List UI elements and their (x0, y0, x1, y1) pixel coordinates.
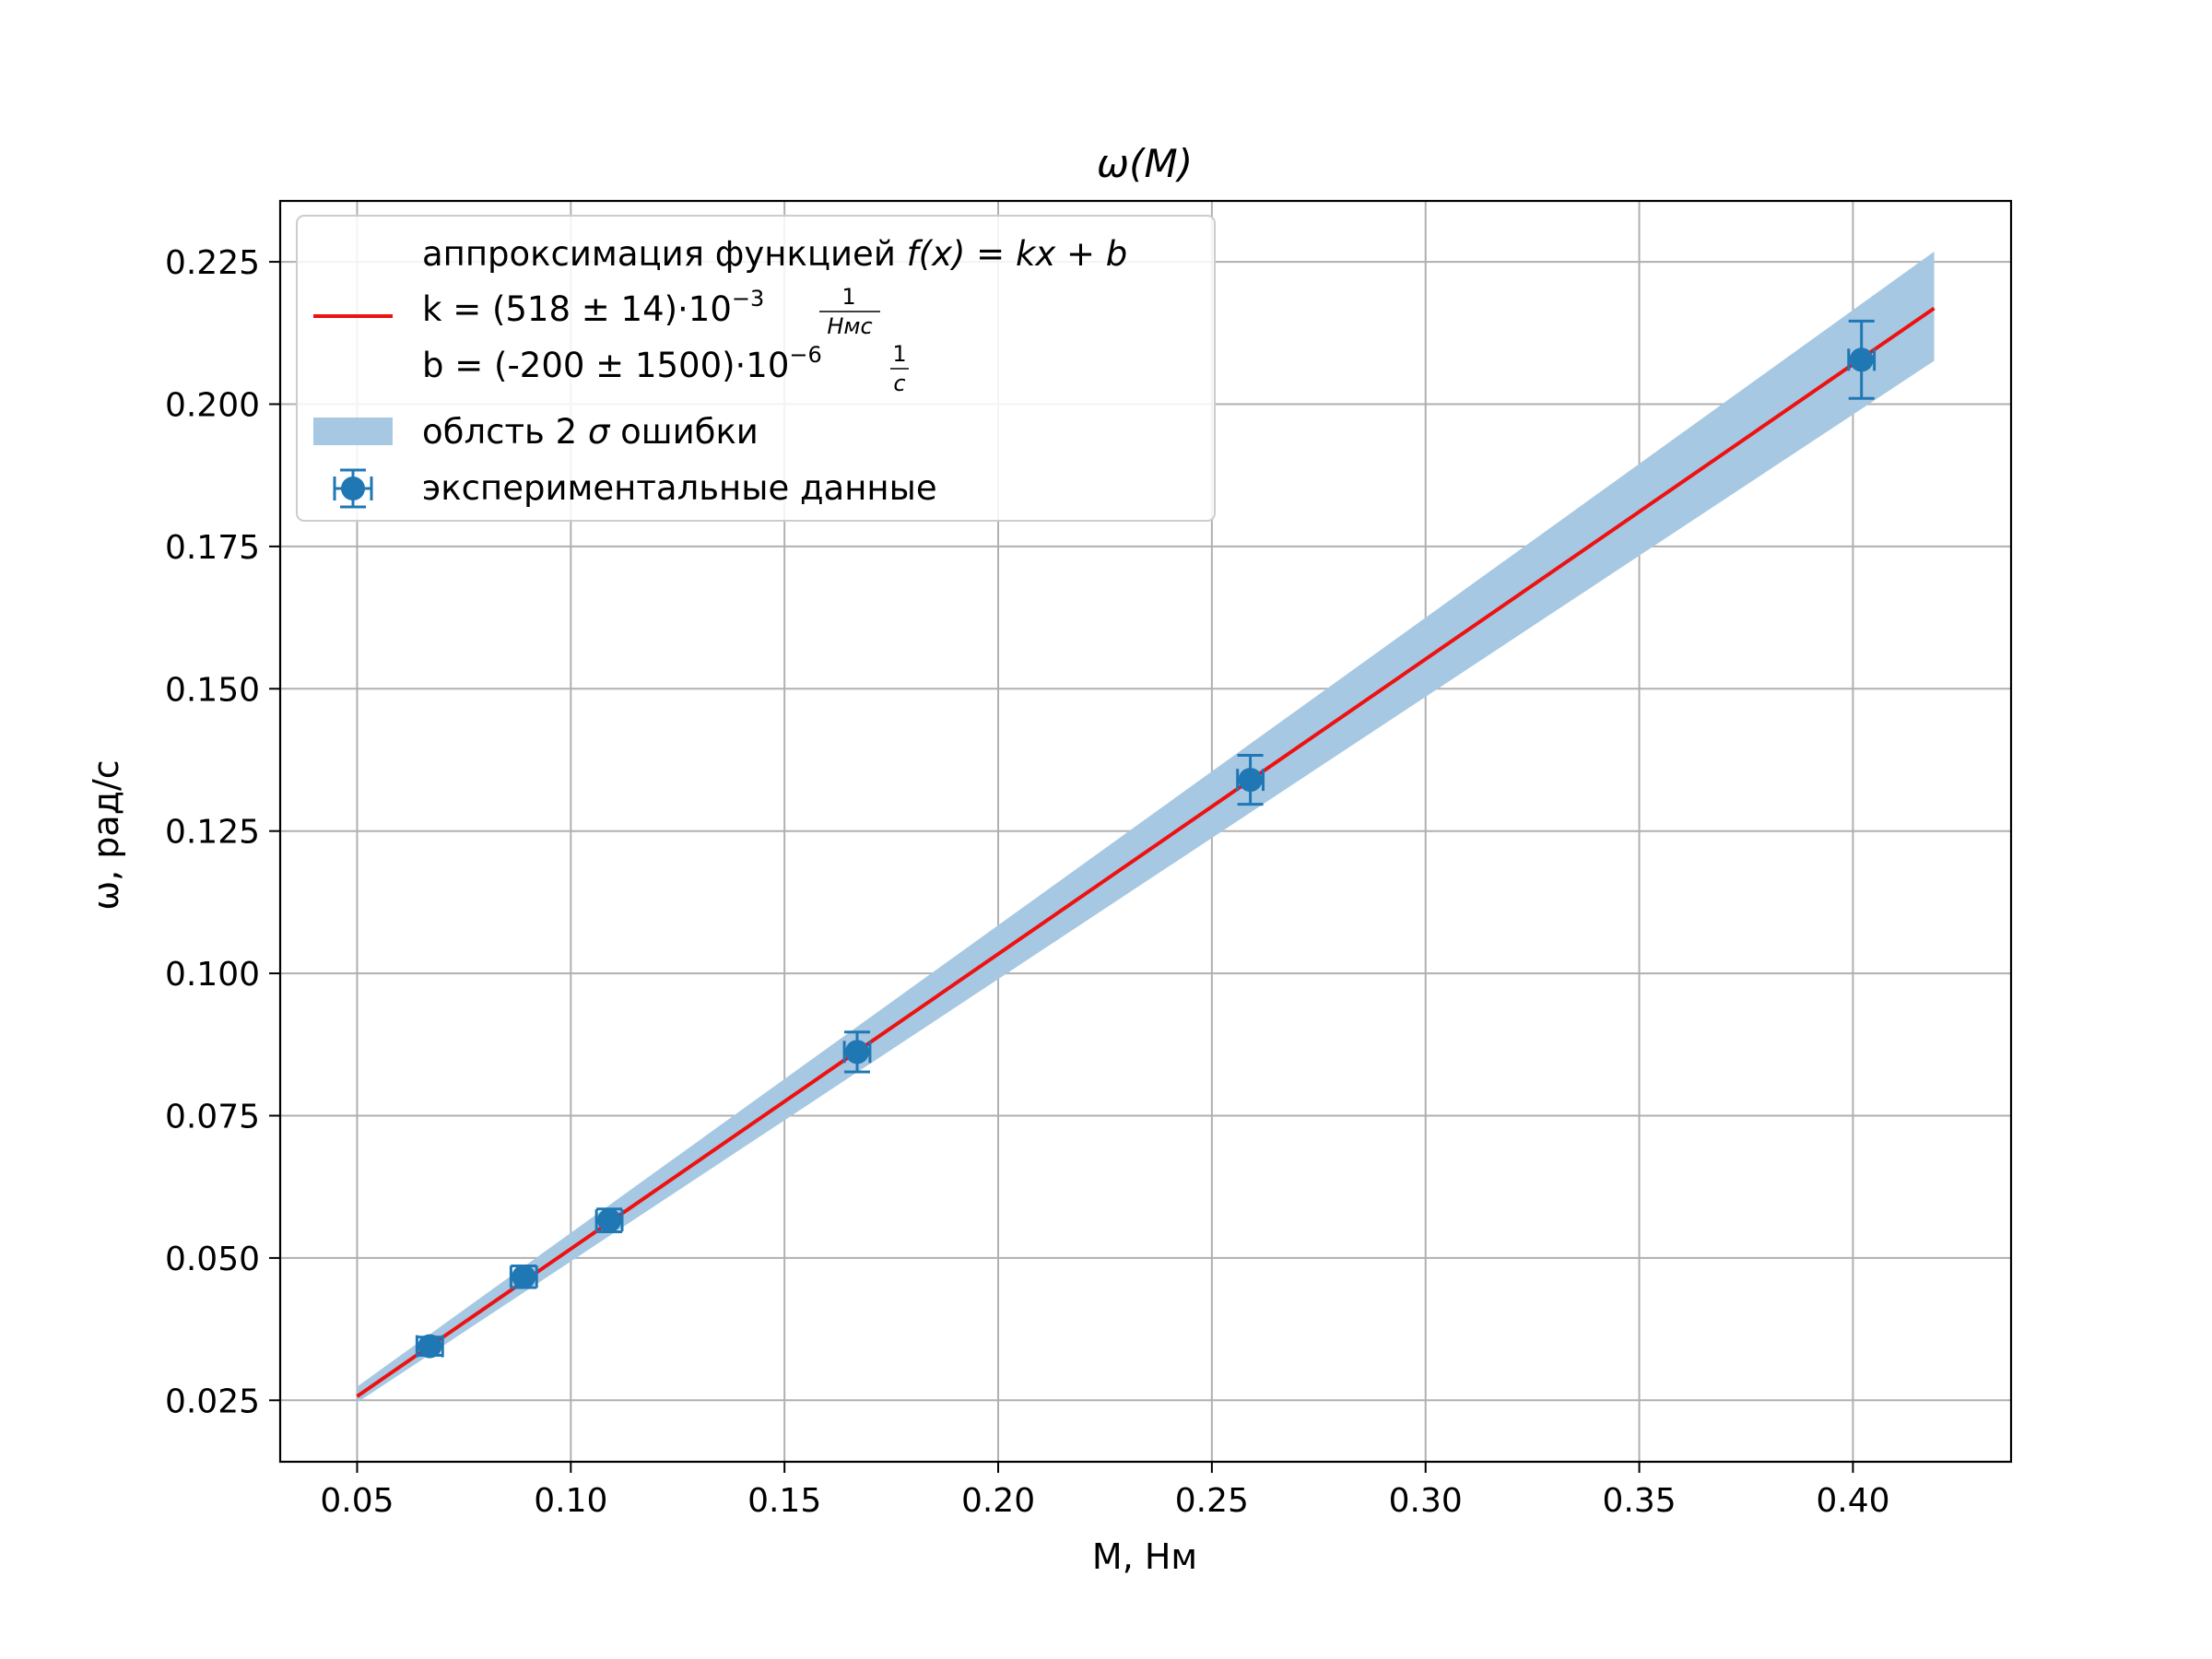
x-tick-label: 0.05 (320, 1482, 394, 1520)
y-tick-label: 0.175 (165, 529, 260, 567)
data-marker (418, 1334, 442, 1359)
legend-fit-b: b = (-200 ± 1500)·10−6 (422, 342, 822, 385)
data-marker (597, 1208, 622, 1233)
chart-title: ω(M) (1097, 141, 1193, 186)
legend: аппроксимация функцией f(x) = kx + b k =… (296, 215, 1216, 522)
x-axis-label: M, Нм (1092, 1536, 1197, 1577)
data-point (842, 1030, 872, 1074)
y-tick-label: 0.025 (165, 1382, 260, 1420)
data-marker (845, 1040, 869, 1065)
error-band-layer (357, 251, 1935, 1403)
data-point (509, 1265, 538, 1289)
fit-line-layer (356, 306, 1936, 1398)
data-point (1847, 319, 1877, 400)
x-tick-label: 0.10 (534, 1482, 607, 1520)
legend-points-swatch (333, 468, 373, 509)
data-marker (1238, 768, 1263, 793)
data-point (594, 1207, 624, 1233)
y-tick-label: 0.075 (165, 1098, 260, 1135)
y-tick-label: 0.050 (165, 1241, 260, 1278)
y-tick-label: 0.200 (165, 386, 260, 424)
legend-b-frac-num: 1 (892, 341, 906, 367)
y-tick-label: 0.225 (165, 244, 260, 282)
x-tick-label: 0.25 (1175, 1482, 1249, 1520)
error-band (357, 251, 1935, 1403)
legend-fit-line1: аппроксимация функцией f(x) = kx + b (422, 234, 1127, 274)
x-tick-label: 0.40 (1816, 1482, 1889, 1520)
legend-fit-k: k = (518 ± 14)·10−3 (422, 286, 764, 329)
y-tick-label: 0.150 (165, 671, 260, 709)
legend-k-frac-num: 1 (841, 284, 855, 310)
fit-line (356, 306, 1936, 1398)
y-tick-label: 0.125 (165, 814, 260, 852)
x-tick-label: 0.30 (1389, 1482, 1463, 1520)
legend-b-frac-den: с (893, 371, 905, 396)
y-axis-ticks: 0.025 0.050 0.075 0.100 0.125 0.150 0.175 0.200… (165, 244, 280, 1420)
x-tick-label: 0.15 (747, 1482, 821, 1520)
y-axis-label: ω, рад/с (86, 759, 126, 910)
legend-band-swatch (313, 418, 393, 445)
data-marker (512, 1265, 536, 1289)
data-points-layer (415, 319, 1877, 1359)
legend-box (296, 215, 1216, 522)
legend-band-label: облсть 2 σ ошибки (422, 412, 759, 452)
x-tick-label: 0.20 (961, 1482, 1035, 1520)
x-tick-label: 0.35 (1602, 1482, 1676, 1520)
data-point (415, 1334, 444, 1359)
legend-points-label: экспериментальные данные (422, 468, 937, 508)
x-axis-ticks: 0.05 0.10 0.15 0.20 0.25 0.30 0.35 0.40 (320, 1462, 1890, 1520)
data-point (1236, 754, 1265, 806)
y-tick-label: 0.100 (165, 956, 260, 994)
legend-k-frac-den: Нмс (827, 313, 872, 339)
data-marker (1849, 347, 1874, 372)
